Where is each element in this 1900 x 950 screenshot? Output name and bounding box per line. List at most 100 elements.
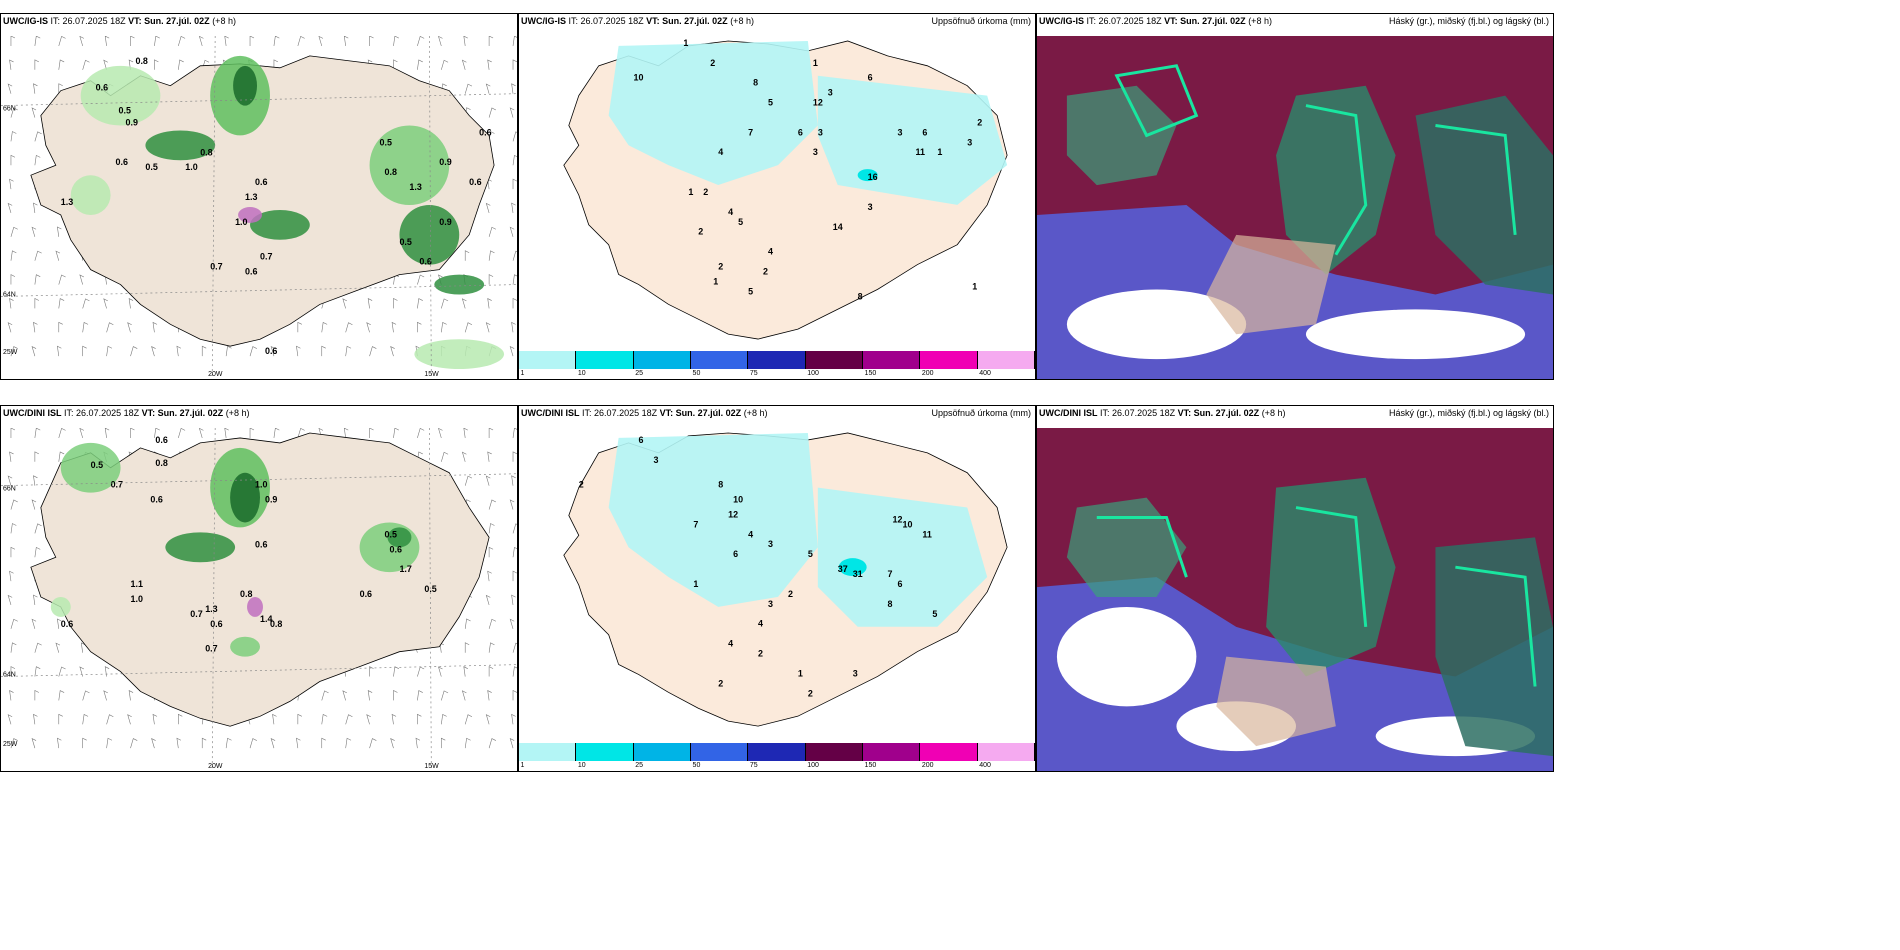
- precip-value-label: 11: [922, 529, 931, 539]
- precip-value-label: 2: [808, 688, 813, 698]
- colorbar-tick: 25: [635, 762, 643, 769]
- wind-barb: [367, 298, 373, 309]
- precip-area: [80, 65, 161, 126]
- wind-barb: [512, 666, 517, 677]
- wind-barb: [34, 274, 41, 285]
- precip-value-label: 1: [688, 187, 693, 197]
- precip-area: [238, 207, 262, 223]
- colorbar-tick: 400: [979, 762, 991, 769]
- wind-barb: [31, 346, 37, 357]
- colorbar-tick: 75: [749, 370, 758, 377]
- colorbar-tick: 50: [692, 762, 701, 769]
- precip-value-label: 4: [728, 207, 733, 217]
- precip-area: [250, 209, 310, 240]
- precip-value-label: 0.6: [155, 435, 167, 445]
- wind-barb: [297, 36, 305, 47]
- precip-area: [387, 527, 412, 548]
- wind-barb: [345, 714, 353, 725]
- colorbar-swatch: [863, 351, 921, 369]
- precip-value-label: 1.0: [130, 594, 142, 604]
- colorbar-tick: 10: [577, 762, 586, 769]
- wind-barb: [417, 274, 425, 285]
- precip-area: [414, 339, 505, 370]
- wind-barb: [58, 451, 65, 462]
- precip-value-label: 1.0: [255, 480, 267, 490]
- wind-barb: [10, 346, 18, 357]
- wind-barb: [103, 690, 108, 701]
- panel-wind-precip-igis: UWC/IG-IS IT: 26.07.2025 18Z VT: Sun. 27…: [0, 13, 518, 380]
- wind-barb: [488, 226, 497, 237]
- panel-header: UWC/IG-IS IT: 26.07.2025 18Z VT: Sun. 27…: [1039, 16, 1272, 26]
- wind-barb: [225, 737, 232, 749]
- map-area[interactable]: [1037, 428, 1553, 771]
- panel-header: UWC/IG-IS IT: 26.07.2025 18Z VT: Sun. 27…: [521, 16, 754, 26]
- wind-barb: [366, 322, 371, 333]
- map-area[interactable]: 6 3 2 10 12 8 7 4 6 3 5 2 12 10 11 37 31 7 6 8 3 4 2 5 1 4 2 3 1 2: [519, 428, 1035, 743]
- wind-barb: [31, 499, 37, 510]
- precip-value-label: 1: [713, 276, 718, 286]
- precip-value-label: 3: [898, 127, 903, 137]
- wind-barb: [34, 666, 41, 677]
- precip-value-label: 3: [853, 668, 858, 678]
- precip-value-label: 1: [798, 668, 803, 678]
- wind-barb: [441, 59, 449, 70]
- wind-barb: [318, 36, 324, 47]
- map-area[interactable]: 1 2 10 8 3 1 6 5 7 4 12 3 6 2 1 4 5 3 16 11 6 3 2 4 14 8 2 1 5 2 3 1 2 1 3: [519, 36, 1035, 351]
- wind-barb: [485, 202, 491, 214]
- wind-barb: [103, 298, 108, 309]
- wind-barb: [321, 713, 328, 725]
- precip-value-label: 2: [763, 266, 768, 276]
- wind-barb: [151, 346, 156, 357]
- wind-barb: [9, 59, 14, 70]
- wind-barb: [343, 428, 349, 438]
- precip-value-label: 5: [808, 549, 813, 559]
- wind-barb: [369, 738, 377, 749]
- wind-barb: [296, 737, 301, 749]
- precip-value-label: 1.0: [185, 162, 197, 172]
- wind-barb: [438, 666, 443, 677]
- precip-value-label: 2: [718, 678, 723, 688]
- wind-barb: [249, 428, 255, 438]
- wind-barb: [57, 737, 62, 749]
- precip-area: [247, 597, 263, 617]
- precip-value-label: 0.6: [245, 267, 257, 277]
- colorbar-swatch: [576, 743, 634, 761]
- precip-value-label: 6: [868, 73, 873, 83]
- colorbar-swatch: [691, 743, 749, 761]
- map-area[interactable]: 0.6 0.8 0.5 0.7 0.6 1.0 0.9 0.6 0.8 1.3 0.7 0.5 0.6 1…: [1, 428, 517, 771]
- panel-header: UWC/DINI ISL IT: 26.07.2025 18Z VT: Sun.…: [521, 408, 768, 418]
- wind-barb: [321, 690, 329, 701]
- colorbar-swatch: [863, 743, 921, 761]
- wind-barb: [10, 107, 18, 118]
- wind-barb: [487, 298, 492, 309]
- wind-barb: [31, 738, 37, 749]
- colorbar-swatch: [519, 743, 577, 761]
- wind-barb: [512, 642, 517, 653]
- precip-value-label: 7: [693, 519, 698, 529]
- wind-barb: [512, 689, 517, 701]
- colorbar-swatch: [805, 351, 863, 369]
- precip-value-label: 4: [748, 529, 753, 539]
- precip-value-label: 1: [972, 281, 977, 291]
- wind-barb: [488, 738, 497, 749]
- wind-barb: [82, 345, 87, 357]
- precip-value-label: 2: [758, 649, 763, 659]
- wind-barb: [270, 346, 276, 357]
- wind-barb: [461, 690, 467, 701]
- map-area[interactable]: 0.8 0.6 0.5 0.9 0.6 0.5 1.0 0.8 1.3 0.6 1.0 0.7 0.6 0…: [1, 36, 517, 379]
- wind-barb: [393, 689, 398, 701]
- wind-barb: [273, 59, 279, 70]
- wind-barb: [440, 737, 446, 749]
- wind-barb: [106, 714, 114, 725]
- map-area[interactable]: [1037, 36, 1553, 379]
- wind-barb: [58, 274, 66, 285]
- wind-barb: [488, 666, 494, 677]
- wind-barb: [369, 36, 374, 46]
- colorbar: 1 10 25 50 75 100 150 200 400: [519, 351, 1035, 379]
- wind-barb: [297, 321, 302, 333]
- wind-barb: [512, 297, 517, 309]
- colorbar: 1 10 25 50 75 100 150 200 400: [519, 743, 1035, 771]
- wind-barb: [9, 451, 14, 462]
- colorbar-swatch: [805, 743, 863, 761]
- wind-barb: [176, 737, 182, 749]
